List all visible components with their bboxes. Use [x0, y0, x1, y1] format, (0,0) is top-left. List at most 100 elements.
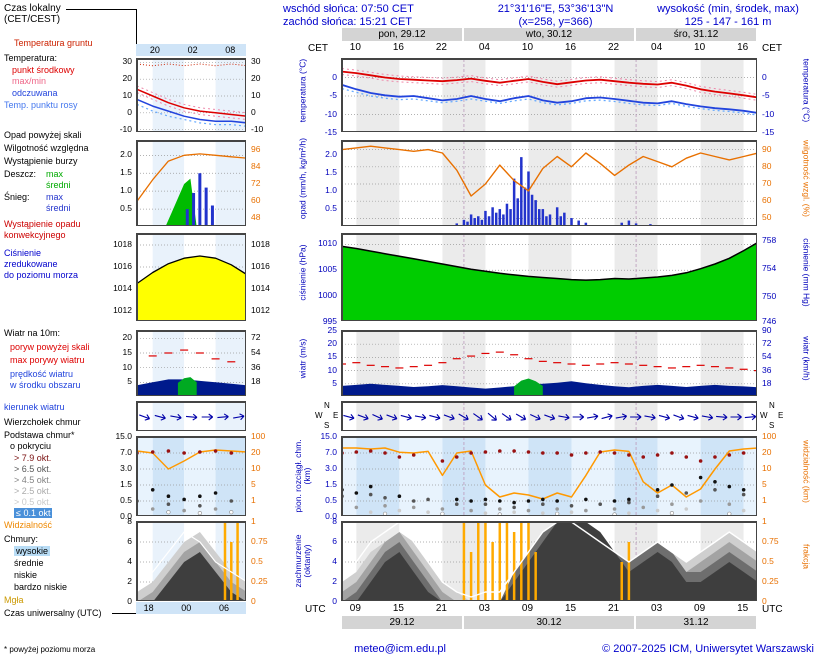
- time-tick-label: 04: [651, 42, 663, 53]
- axis-label: 60: [762, 195, 772, 206]
- hour-label: 00: [181, 603, 192, 613]
- panel-temperature: [136, 58, 246, 132]
- legend-visibility: Widzialność: [4, 520, 53, 530]
- axis-label: 8: [127, 516, 132, 526]
- time-tick-label: 21: [607, 603, 620, 614]
- legend-cloud-base-2: o pokryciu: [10, 441, 52, 451]
- axis-label: 20: [122, 73, 132, 84]
- axis-label: 1014: [113, 283, 132, 293]
- axis-left-cloudiness: 8 6 4 2 0: [311, 517, 339, 606]
- legend-temperature-feels: odczuwana: [12, 88, 58, 98]
- time-tick-label: 15: [737, 603, 749, 614]
- legend-utc-label: Czas uniwersalny (UTC): [4, 608, 102, 618]
- bottom-axis-tz-right: UTC: [762, 604, 783, 615]
- legend-hours-top-strip: [136, 44, 246, 56]
- axis-label: -5: [762, 90, 770, 100]
- legend-clouds-heading: Chmury:: [4, 534, 39, 544]
- axis-label: 5: [127, 376, 132, 387]
- axis-title-left-pressure: ciśnienie (hPa): [297, 244, 308, 301]
- top-axis-tz-right: CET: [762, 43, 782, 54]
- axis-left-clouds: 15.0 7.0 3.0 1.5 0.5 0.0: [311, 432, 339, 521]
- axis-label: 10: [327, 364, 337, 375]
- legend-temperature-heading: Temperatura:: [4, 53, 58, 63]
- legend-okta-25: > 2.5 okt.: [14, 486, 52, 496]
- axis-label: 100: [762, 431, 777, 441]
- axis-label: 84: [251, 160, 261, 171]
- axis-label: 3.0: [120, 463, 132, 473]
- axis-label: -10: [119, 123, 132, 134]
- axis-label: 0.5: [120, 203, 132, 214]
- axis-label: -10: [251, 123, 264, 134]
- legend-wind-direction: kierunek wiatru: [4, 402, 65, 412]
- axis-label: 2: [127, 576, 132, 586]
- axis-label: 758: [762, 235, 777, 246]
- axis-label: 15.0: [115, 431, 132, 441]
- axis-label: 3.0: [325, 463, 337, 473]
- time-tick-label: 16: [737, 42, 749, 53]
- day-label: wto, 30.12: [463, 28, 635, 41]
- axis-label: 750: [762, 290, 777, 301]
- bottom-axis-tz-left: UTC: [305, 604, 326, 615]
- axis-left-temperature: 30 20 10 0 -10: [106, 56, 134, 134]
- axis-label: 54: [762, 351, 772, 362]
- axis-left-pressure: 1010 1005 1000 995: [311, 233, 339, 326]
- legend-precip-above-scale: Opad powyżej skali: [4, 130, 82, 140]
- axis-label: 5: [251, 479, 256, 489]
- axis-label: 0.5: [762, 556, 774, 566]
- contact-email-link[interactable]: meteo@icm.edu.pl: [354, 643, 446, 655]
- axis-right-wind: 72 54 36 18: [249, 330, 279, 396]
- axis-label: 7.0: [120, 447, 132, 457]
- legend-convective-precip-1: Wystąpienie opadu: [4, 219, 81, 229]
- compass-s: S: [324, 421, 330, 430]
- axis-label: 1.5: [325, 479, 337, 489]
- compass-w: W: [315, 411, 323, 420]
- axis-label: 754: [762, 263, 777, 274]
- time-tick-label: 22: [435, 42, 447, 53]
- axis-label: 1: [251, 516, 256, 526]
- axis-label: 70: [762, 178, 772, 188]
- axis-label: 0: [251, 106, 256, 117]
- axis-label: -10: [324, 108, 337, 119]
- top-axis-tz-left: CET: [308, 43, 328, 54]
- legend-wind-speed-1: prędkość wiatru: [10, 369, 74, 379]
- axis-label: -15: [762, 127, 775, 137]
- time-tick-label: 15: [392, 603, 404, 614]
- axis-label: 1016: [113, 261, 132, 271]
- coordinates: 21°31'16"E, 53°36'13"N: [497, 3, 614, 15]
- day-label: śro, 31.12: [636, 28, 756, 41]
- legend-rain-mean: średni: [46, 180, 71, 190]
- axis-label: 18: [762, 377, 772, 388]
- axis-label: 0.5: [251, 556, 263, 566]
- axis-right-pressure: 1018 1016 1014 1012: [249, 233, 279, 321]
- axis-label: 4: [332, 556, 337, 566]
- axis-label: 20: [762, 447, 772, 457]
- hour-label: 02: [187, 45, 198, 55]
- axis-label: 1016: [251, 261, 270, 271]
- axis-label: 100: [251, 431, 266, 441]
- hour-label: 20: [149, 45, 160, 55]
- axis-label: 0.75: [251, 536, 268, 546]
- time-tick-label: 16: [564, 42, 577, 53]
- axis-title-right-cloudiness: frakcja: [801, 543, 812, 570]
- pointer-line: [136, 9, 137, 44]
- panel-clouds: [136, 436, 246, 516]
- axis-label: 54: [251, 346, 261, 357]
- axis-label: 30: [122, 56, 132, 67]
- axis-left-pressure: 1018 1016 1014 1012: [106, 233, 134, 321]
- axis-left-precipitation: 2.0 1.5 1.0 0.5: [311, 140, 339, 226]
- axis-label: 0: [127, 106, 132, 117]
- legend-okta-01: ≤ 0.1 okt: [14, 508, 53, 518]
- axis-label: 18: [251, 376, 261, 387]
- compass-e: E: [333, 411, 339, 420]
- axis-label: 90: [762, 325, 772, 335]
- axis-label: 0: [762, 596, 767, 606]
- axis-label: 10: [122, 90, 132, 100]
- legend-gust-above-scale: poryw powyżej skali: [10, 342, 90, 352]
- axis-label: 0.75: [762, 536, 779, 546]
- hour-label: 08: [225, 45, 236, 55]
- axis-label: 6: [127, 536, 132, 546]
- axis-label: 1.0: [325, 185, 337, 196]
- panel-cloudiness: [341, 521, 757, 601]
- axis-title-left-temperature: temperatura (°C): [297, 58, 308, 123]
- legend-footnote: * powyżej poziomu morza: [4, 645, 96, 654]
